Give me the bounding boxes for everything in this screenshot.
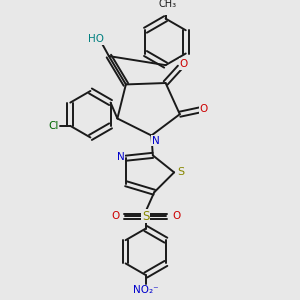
- Text: O: O: [172, 211, 181, 221]
- Text: Cl: Cl: [48, 121, 58, 131]
- Text: S: S: [142, 210, 149, 223]
- Text: O: O: [179, 59, 187, 69]
- Text: CH₃: CH₃: [159, 0, 177, 9]
- Text: S: S: [177, 167, 184, 177]
- Text: N: N: [152, 136, 160, 146]
- Text: HO: HO: [88, 34, 104, 44]
- Text: NO₂⁻: NO₂⁻: [134, 285, 159, 296]
- Text: O: O: [111, 211, 119, 221]
- Text: O: O: [200, 103, 208, 113]
- Text: N: N: [117, 152, 125, 162]
